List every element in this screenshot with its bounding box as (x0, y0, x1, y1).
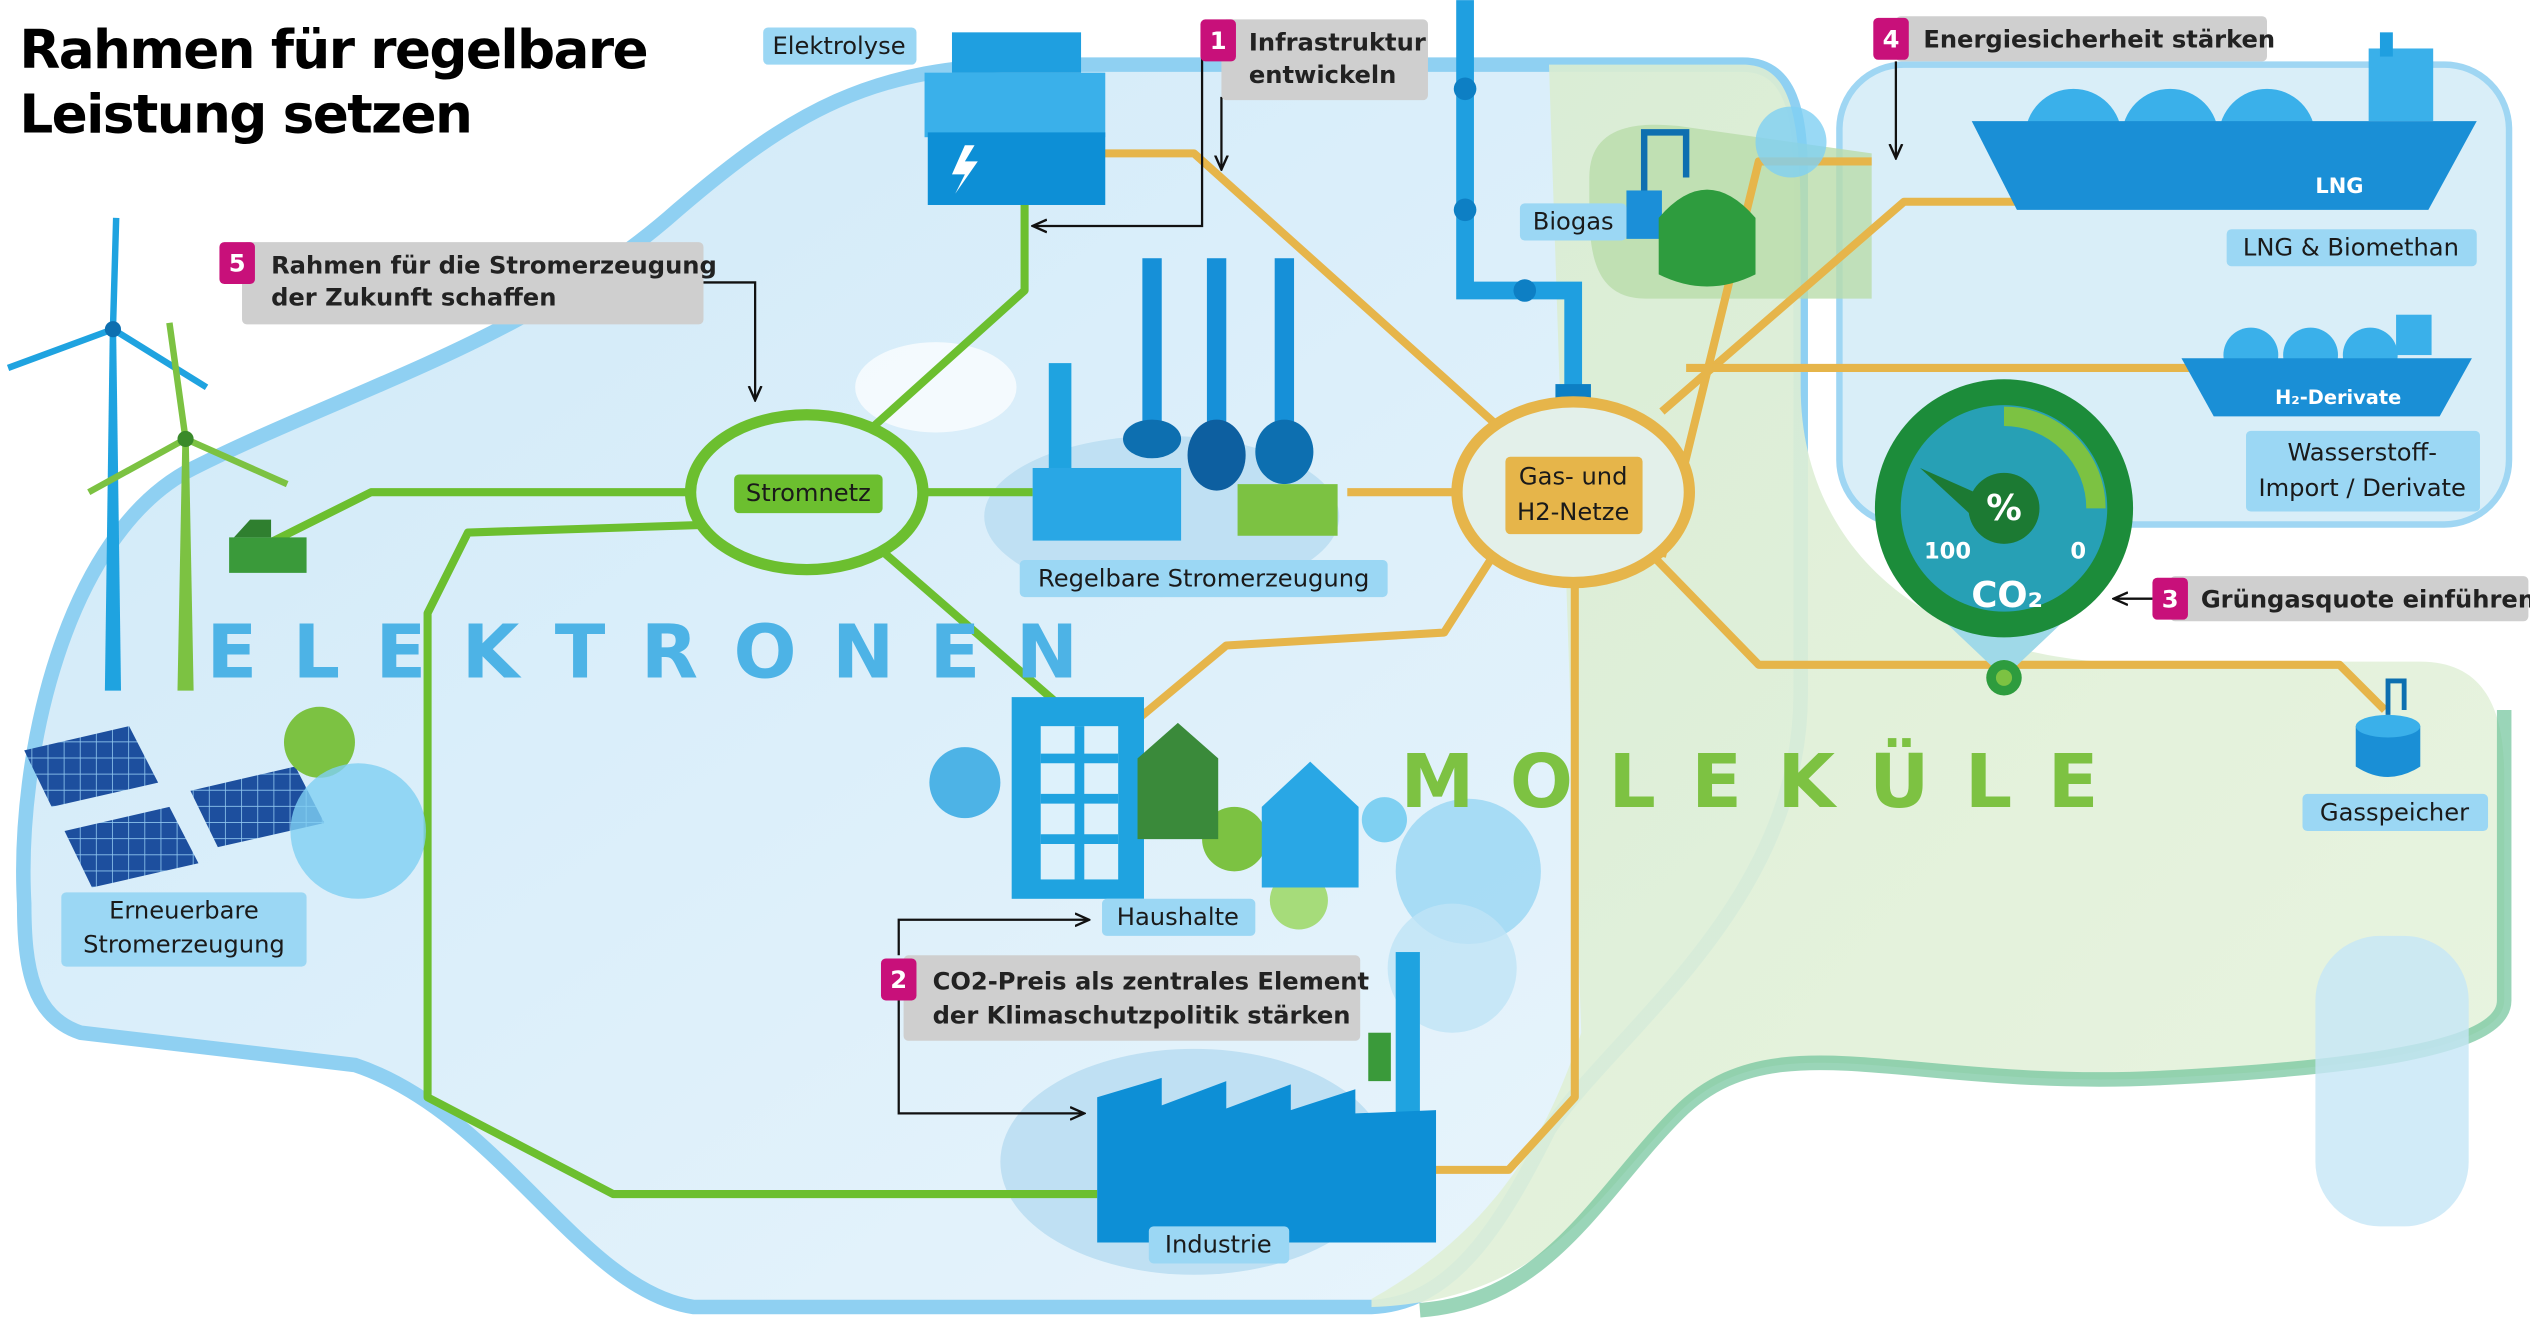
infographic: Stromnetz Gas- und H2-Netze Elektrolyse … (0, 0, 2530, 1320)
gauge-scale: 0 (2070, 538, 2086, 564)
h2-ship-part (2396, 315, 2431, 355)
gas-storage-part (2356, 715, 2421, 738)
network-line-part (1513, 279, 1536, 302)
electrolysis-part (925, 73, 1106, 138)
lng-ship-part (2369, 48, 2434, 121)
measure-text: der Zukunft schaffen (271, 284, 556, 312)
wind-turbine-part (177, 431, 193, 447)
renewables: Erneuerbare Stromerzeugung (61, 892, 306, 966)
node-label: Import / Derivate (2258, 474, 2465, 502)
industry-part (1396, 952, 1420, 1129)
tree-part (290, 763, 426, 899)
measure-text: Infrastruktur (1249, 29, 1426, 57)
measure-number: 1 (1210, 27, 1227, 55)
ship-label: H₂-Derivate (2275, 386, 2401, 409)
network-line-part (1454, 199, 1477, 222)
hub-label: H2-Netze (1517, 498, 1629, 526)
measure-text: entwickeln (1249, 61, 1397, 89)
region-label: ELEKTRONEN (207, 609, 1114, 696)
network-line-part (1454, 78, 1477, 101)
wind-turbine-part (105, 331, 121, 691)
electrolysis-part (928, 132, 1105, 205)
node-label: Wasserstoff- (2287, 438, 2437, 466)
biogas-part (1659, 190, 1756, 287)
measure-text: Rahmen für die Stromerzeugung (271, 251, 717, 279)
region-label: MOLEKÜLE (1401, 737, 2134, 825)
industry-part (1368, 1033, 1391, 1081)
co2-gauge-part (1996, 670, 2012, 686)
measure-text: Energiesicherheit stärken (1923, 25, 2275, 53)
electrolysis-part (952, 32, 1081, 72)
node-label: Haushalte (1117, 903, 1239, 931)
node-label: Gasspeicher (2320, 798, 2469, 826)
region-background-part (2315, 936, 2468, 1226)
tree-part (929, 747, 1000, 818)
power-plant-part (1033, 468, 1181, 541)
gauge-gas: CO₂ (1971, 575, 2043, 616)
node-label: Stromerzeugung (83, 931, 285, 959)
node-label: LNG & Biomethan (2243, 234, 2459, 262)
power-plant-part (1255, 420, 1313, 485)
lng-ship-part (1972, 121, 2477, 210)
wind-turbine-part (105, 321, 121, 337)
node-label: Biogas (1533, 208, 1614, 236)
tree-part (1756, 107, 1827, 178)
node-label: Erneuerbare (109, 897, 259, 925)
house-part (229, 537, 306, 572)
power-plant-part (1188, 420, 1246, 491)
measure-number: 3 (2162, 585, 2179, 613)
measure: 3 Grüngasquote einführen (2114, 576, 2530, 621)
hub-label: Gas- und (1519, 463, 1628, 491)
node-label: Regelbare Stromerzeugung (1038, 564, 1369, 592)
title: Leistung setzen (19, 83, 471, 145)
node-label: Industrie (1165, 1231, 1272, 1259)
measure-text: Grüngasquote einführen (2201, 585, 2530, 613)
measure-text: CO2-Preis als zentrales Element (933, 968, 1369, 996)
title: Rahmen für regelbare (19, 19, 647, 81)
gauge-scale: 100 (1924, 538, 1971, 564)
power-plant-part (1049, 363, 1072, 468)
power-plant-part (1142, 258, 1161, 435)
power-plant-part (1123, 420, 1181, 459)
measure-number: 4 (1883, 25, 1900, 53)
power-plant-part (1207, 258, 1226, 435)
power-plant-part (1238, 484, 1338, 536)
measure-number: 2 (890, 966, 907, 994)
ship-label: LNG (2315, 174, 2363, 198)
biogas-part (1626, 190, 1661, 238)
lng-ship-part (2380, 32, 2393, 56)
node-label: Elektrolyse (772, 32, 905, 60)
power-plant-part (1275, 258, 1294, 435)
measure-text: der Klimaschutzpolitik stärken (933, 1002, 1351, 1030)
hub-label: Stromnetz (746, 479, 871, 507)
measure-number: 5 (229, 250, 246, 278)
gauge-symbol: % (1986, 488, 2022, 529)
